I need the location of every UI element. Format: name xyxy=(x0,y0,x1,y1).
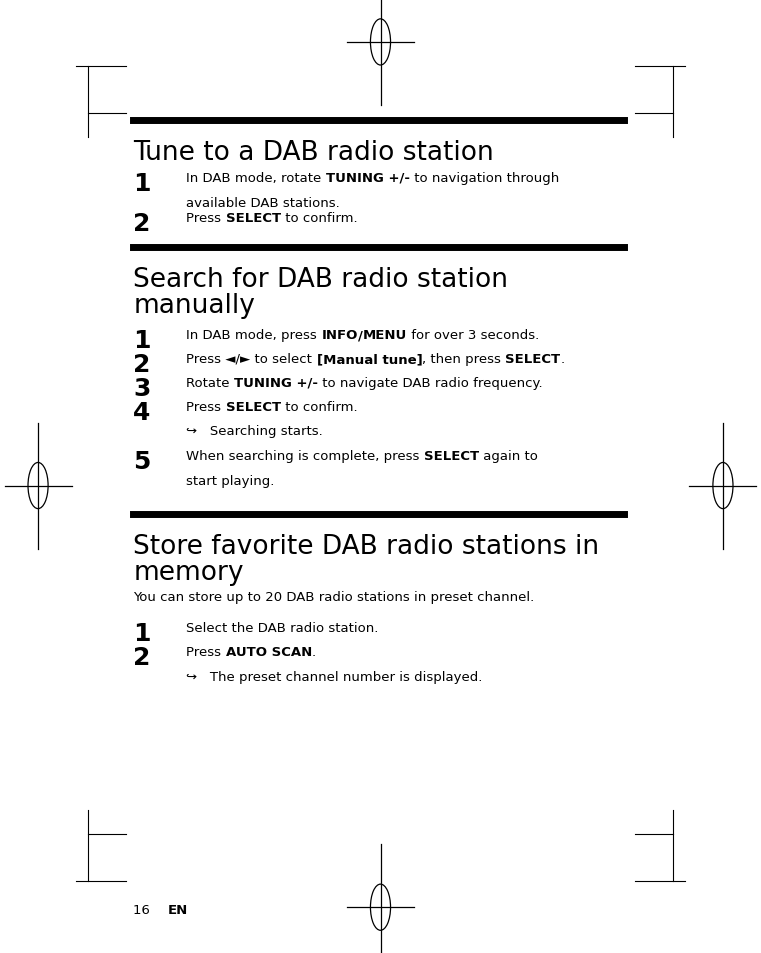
Text: MENU: MENU xyxy=(363,329,407,342)
Text: You can store up to 20 DAB radio stations in preset channel.: You can store up to 20 DAB radio station… xyxy=(133,591,534,604)
Text: Rotate: Rotate xyxy=(186,376,234,390)
Text: ↪   Searching starts.: ↪ Searching starts. xyxy=(186,425,323,438)
Text: to navigation through: to navigation through xyxy=(410,172,559,185)
Text: SELECT: SELECT xyxy=(226,212,281,225)
Text: When searching is complete, press: When searching is complete, press xyxy=(186,450,424,463)
Text: for over 3 seconds.: for over 3 seconds. xyxy=(407,329,540,342)
Text: AUTO SCAN: AUTO SCAN xyxy=(226,645,312,659)
Text: SELECT: SELECT xyxy=(226,400,281,414)
Text: /: / xyxy=(358,329,363,342)
Text: In DAB mode, rotate: In DAB mode, rotate xyxy=(186,172,326,185)
Text: TUNING +/-: TUNING +/- xyxy=(326,172,410,185)
Text: 1: 1 xyxy=(133,329,151,353)
Text: In DAB mode, press: In DAB mode, press xyxy=(186,329,321,342)
Text: to confirm.: to confirm. xyxy=(281,212,358,225)
Text: 2: 2 xyxy=(133,212,151,235)
Text: 1: 1 xyxy=(133,621,151,645)
Text: Press ◄/► to select: Press ◄/► to select xyxy=(186,353,317,366)
Text: EN: EN xyxy=(167,903,188,917)
Text: ↪   The preset channel number is displayed.: ↪ The preset channel number is displayed… xyxy=(186,670,482,683)
Text: SELECT: SELECT xyxy=(424,450,479,463)
Text: Search for DAB radio station: Search for DAB radio station xyxy=(133,267,508,293)
Text: Press: Press xyxy=(186,212,226,225)
Text: SELECT: SELECT xyxy=(505,353,561,366)
Text: Store favorite DAB radio stations in: Store favorite DAB radio stations in xyxy=(133,534,600,559)
Text: .: . xyxy=(561,353,565,366)
Text: memory: memory xyxy=(133,559,244,585)
Text: 3: 3 xyxy=(133,376,151,400)
Text: to navigate DAB radio frequency.: to navigate DAB radio frequency. xyxy=(318,376,543,390)
Text: again to: again to xyxy=(479,450,538,463)
Text: 2: 2 xyxy=(133,645,151,669)
Text: manually: manually xyxy=(133,293,255,318)
Text: Tune to a DAB radio station: Tune to a DAB radio station xyxy=(133,140,494,166)
Text: Select the DAB radio station.: Select the DAB radio station. xyxy=(186,621,379,635)
Text: [Manual tune]: [Manual tune] xyxy=(317,353,422,366)
Text: TUNING +/-: TUNING +/- xyxy=(234,376,318,390)
Text: Press: Press xyxy=(186,645,226,659)
Text: start playing.: start playing. xyxy=(186,475,275,488)
Text: to confirm.: to confirm. xyxy=(281,400,358,414)
Text: 5: 5 xyxy=(133,450,151,474)
Text: available DAB stations.: available DAB stations. xyxy=(186,196,340,210)
Text: INFO: INFO xyxy=(321,329,358,342)
Text: 2: 2 xyxy=(133,353,151,376)
Text: .: . xyxy=(312,645,316,659)
Text: , then press: , then press xyxy=(422,353,505,366)
Text: 4: 4 xyxy=(133,400,151,424)
Text: 1: 1 xyxy=(133,172,151,195)
Text: Press: Press xyxy=(186,400,226,414)
Text: 16: 16 xyxy=(133,903,163,917)
